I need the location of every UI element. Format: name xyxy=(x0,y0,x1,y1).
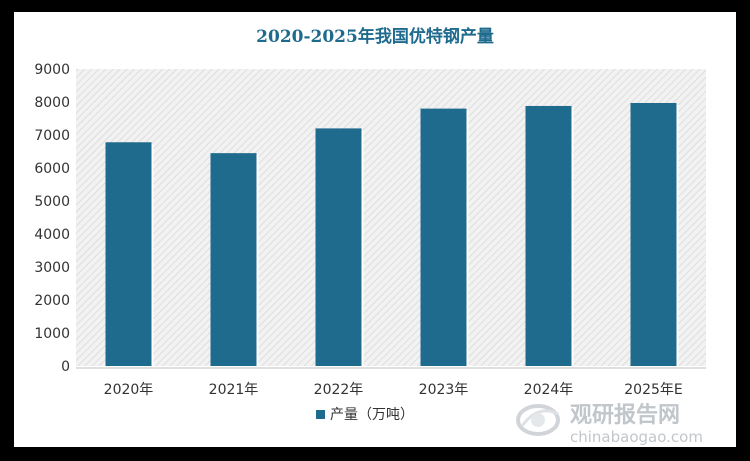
y-tick-label: 3000 xyxy=(34,260,70,276)
y-tick-label: 8000 xyxy=(34,95,70,111)
bar xyxy=(420,108,467,366)
legend: 产量（万吨） xyxy=(316,407,414,423)
bar-chart: 2020-2025年我国优特钢产量 0 1000 2000 3000 4000 5000 6… xyxy=(34,26,706,423)
x-tick-label: 2021年 xyxy=(209,382,259,398)
x-tick-label: 2023年 xyxy=(419,382,469,398)
legend-label: 产量（万吨） xyxy=(330,407,414,423)
x-tick-label: 2025年E xyxy=(624,382,682,398)
chart-frame: 2020-2025年我国优特钢产量 0 1000 2000 3000 4000 5000 6… xyxy=(14,12,736,447)
chart-title: 2020-2025年我国优特钢产量 xyxy=(256,26,494,47)
y-tick-label: 5000 xyxy=(34,194,70,210)
bar xyxy=(210,153,257,366)
bar xyxy=(630,102,677,367)
y-tick-label: 0 xyxy=(61,359,70,375)
y-tick-label: 4000 xyxy=(34,227,70,243)
x-tick-label: 2024年 xyxy=(524,382,574,398)
y-tick-label: 7000 xyxy=(34,128,70,144)
bar xyxy=(315,128,362,366)
watermark-url: chinabaogao.com xyxy=(570,428,703,446)
legend-swatch xyxy=(316,410,325,419)
y-tick-label: 6000 xyxy=(34,161,70,177)
x-tick-label: 2022年 xyxy=(314,382,364,398)
bar xyxy=(105,142,152,366)
watermark: 观研报告网 chinabaogao.com xyxy=(516,403,703,446)
y-tick-label: 9000 xyxy=(34,62,70,78)
plot-area xyxy=(76,69,706,366)
y-tick-label: 1000 xyxy=(34,326,70,342)
y-tick-label: 2000 xyxy=(34,293,70,309)
bar xyxy=(525,105,572,367)
globe-logo-icon xyxy=(516,404,560,436)
x-tick-label: 2020年 xyxy=(104,382,154,398)
watermark-brand: 观研报告网 xyxy=(570,403,680,428)
